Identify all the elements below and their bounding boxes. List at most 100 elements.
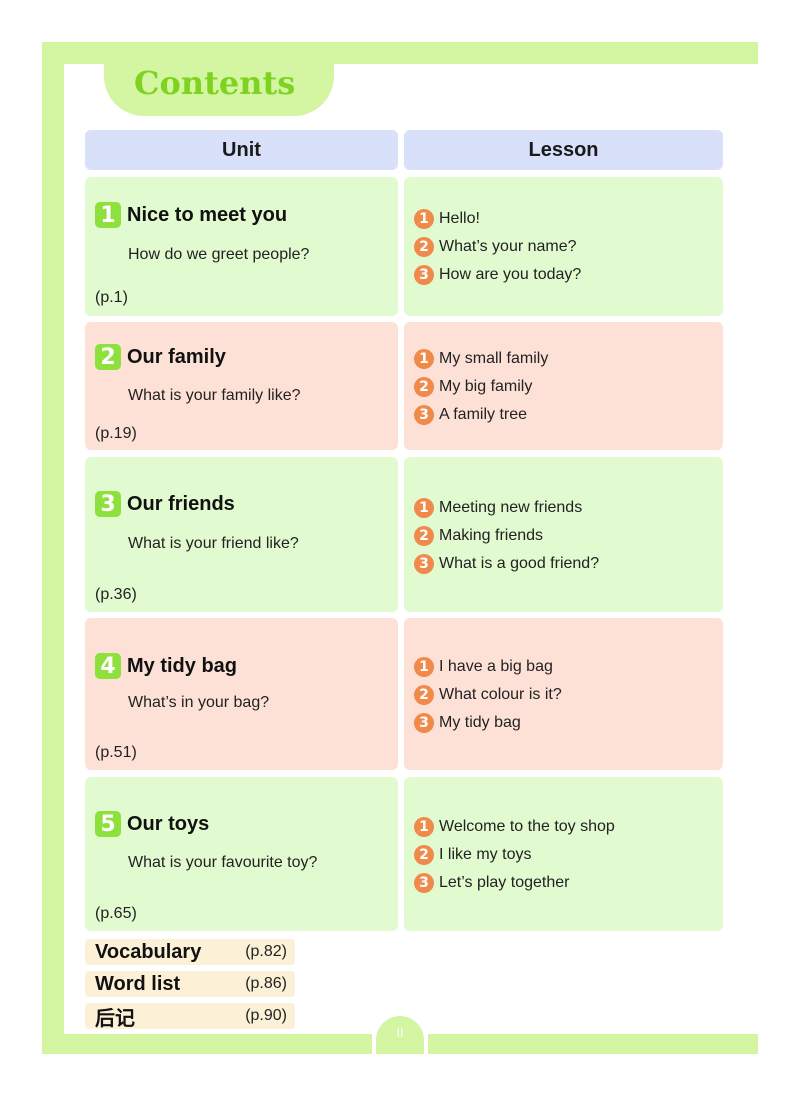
lesson-item[interactable]: 2 My big family	[414, 373, 548, 401]
lesson-number-badge: 1	[414, 349, 434, 369]
lesson-number-badge: 3	[414, 713, 434, 733]
page-title: Contents	[134, 64, 296, 102]
lesson-number-badge: 3	[414, 554, 434, 574]
unit-number-badge: 2	[95, 344, 121, 370]
unit-title: Our friends	[127, 492, 235, 515]
unit-cell-5[interactable]: 5 Our toys What is your favourite toy? (…	[85, 777, 398, 931]
unit-title: Our toys	[127, 812, 210, 835]
page-frame-left	[42, 42, 64, 1054]
lesson-number-badge: 1	[414, 657, 434, 677]
unit-heading: 3 Our friends	[95, 491, 235, 517]
afterword-entry[interactable]: 后记 (p.90)	[85, 1003, 295, 1030]
lesson-item[interactable]: 2 What’s your name?	[414, 233, 581, 261]
word-list-entry[interactable]: Word list (p.86)	[85, 971, 295, 997]
unit-heading: 1 Nice to meet you	[95, 202, 287, 228]
unit-heading: 5 Our toys	[95, 811, 209, 837]
lesson-cell-2: 1 My small family 2 My big family 3 A famil…	[404, 322, 723, 450]
extra-page-ref: (p.90)	[245, 1007, 287, 1024]
page-number-tab	[376, 1016, 424, 1054]
lesson-cell-1: 1 Hello! 2 What’s your name? 3 How are you …	[404, 177, 723, 316]
lesson-cell-5: 1 Welcome to the toy shop 2 I like my toys…	[404, 777, 723, 931]
lesson-number-badge: 2	[414, 377, 434, 397]
vocabulary-entry[interactable]: Vocabulary (p.82)	[85, 939, 295, 965]
unit-cell-2[interactable]: 2 Our family What is your family like? (…	[85, 322, 398, 450]
lesson-item[interactable]: 3 What is a good friend?	[414, 550, 599, 578]
lesson-title: I have a big bag	[439, 658, 553, 675]
lesson-title: Hello!	[439, 210, 480, 227]
lesson-number-badge: 3	[414, 873, 434, 893]
unit-cell-1[interactable]: 1 Nice to meet you How do we greet peopl…	[85, 177, 398, 316]
page-number: II	[396, 1026, 404, 1040]
lesson-column-header: Lesson	[404, 130, 723, 170]
lesson-item[interactable]: 2 Making friends	[414, 522, 599, 550]
page-frame-bottom-left	[42, 1034, 372, 1054]
extra-page-ref: (p.82)	[245, 943, 287, 960]
lesson-title: A family tree	[439, 406, 528, 423]
lesson-number-badge: 3	[414, 265, 434, 285]
unit-question: How do we greet people?	[128, 246, 310, 263]
unit-number-badge: 3	[95, 491, 121, 517]
lesson-item[interactable]: 1 My small family	[414, 345, 548, 373]
unit-page-ref: (p.1)	[95, 289, 128, 306]
lesson-title: My small family	[439, 350, 549, 367]
unit-question: What’s in your bag?	[128, 694, 270, 711]
unit-cell-3[interactable]: 3 Our friends What is your friend like? …	[85, 457, 398, 612]
unit-heading: 4 My tidy bag	[95, 653, 237, 679]
page-frame-top	[42, 42, 758, 64]
lesson-number-badge: 2	[414, 526, 434, 546]
lesson-item[interactable]: 1 Welcome to the toy shop	[414, 813, 615, 841]
unit-number-badge: 4	[95, 653, 121, 679]
unit-title: Our family	[127, 345, 226, 368]
extra-label: Word list	[95, 972, 181, 995]
unit-page-ref: (p.51)	[95, 744, 137, 761]
title-tab	[104, 60, 334, 116]
lesson-list: 1 Meeting new friends 2 Making friends 3 Wh…	[414, 494, 599, 578]
lesson-cell-3: 1 Meeting new friends 2 Making friends 3 Wh…	[404, 457, 723, 612]
page-frame-bottom-right	[428, 1034, 758, 1054]
lesson-item[interactable]: 3 Let’s play together	[414, 869, 615, 897]
lesson-number-badge: 2	[414, 685, 434, 705]
extra-label: 后记	[95, 1007, 135, 1030]
lesson-number-badge: 2	[414, 845, 434, 865]
lesson-title: How are you today?	[439, 266, 582, 283]
lesson-item[interactable]: 3 How are you today?	[414, 261, 581, 289]
unit-question: What is your favourite toy?	[128, 854, 318, 871]
lesson-number-badge: 1	[414, 817, 434, 837]
lesson-title: What is a good friend?	[439, 555, 600, 572]
lesson-title: Let’s play together	[439, 874, 570, 891]
lesson-title: Welcome to the toy shop	[439, 818, 615, 835]
lesson-item[interactable]: 2 What colour is it?	[414, 681, 562, 709]
lesson-item[interactable]: 1 I have a big bag	[414, 653, 562, 681]
lesson-title: Meeting new friends	[439, 499, 583, 516]
unit-page-ref: (p.19)	[95, 425, 137, 442]
extra-page-ref: (p.86)	[245, 975, 287, 992]
unit-column-header: Unit	[85, 130, 398, 170]
unit-title: Nice to meet you	[127, 203, 288, 226]
unit-page-ref: (p.36)	[95, 586, 137, 603]
lesson-item[interactable]: 2 I like my toys	[414, 841, 615, 869]
unit-number-badge: 1	[95, 202, 121, 228]
lesson-item[interactable]: 3 A family tree	[414, 401, 548, 429]
lesson-list: 1 My small family 2 My big family 3 A famil…	[414, 345, 548, 429]
lesson-title: I like my toys	[439, 846, 532, 863]
page-frame-corner	[64, 64, 84, 84]
lesson-item[interactable]: 1 Hello!	[414, 205, 581, 233]
lesson-title: My big family	[439, 378, 533, 395]
lesson-item[interactable]: 1 Meeting new friends	[414, 494, 599, 522]
unit-cell-4[interactable]: 4 My tidy bag What’s in your bag? (p.51)	[85, 618, 398, 770]
lesson-item[interactable]: 3 My tidy bag	[414, 709, 562, 737]
unit-heading: 2 Our family	[95, 344, 226, 370]
extra-label: Vocabulary	[95, 940, 202, 963]
lesson-number-badge: 1	[414, 498, 434, 518]
lesson-title: Making friends	[439, 527, 544, 544]
lesson-title: My tidy bag	[439, 714, 521, 731]
lesson-title: What colour is it?	[439, 686, 562, 703]
unit-page-ref: (p.65)	[95, 905, 137, 922]
lesson-list: 1 Welcome to the toy shop 2 I like my toys…	[414, 813, 615, 897]
unit-question: What is your family like?	[128, 387, 301, 404]
unit-number-badge: 5	[95, 811, 121, 837]
lesson-list: 1 Hello! 2 What’s your name? 3 How are you …	[414, 205, 581, 289]
unit-title: My tidy bag	[127, 654, 238, 677]
